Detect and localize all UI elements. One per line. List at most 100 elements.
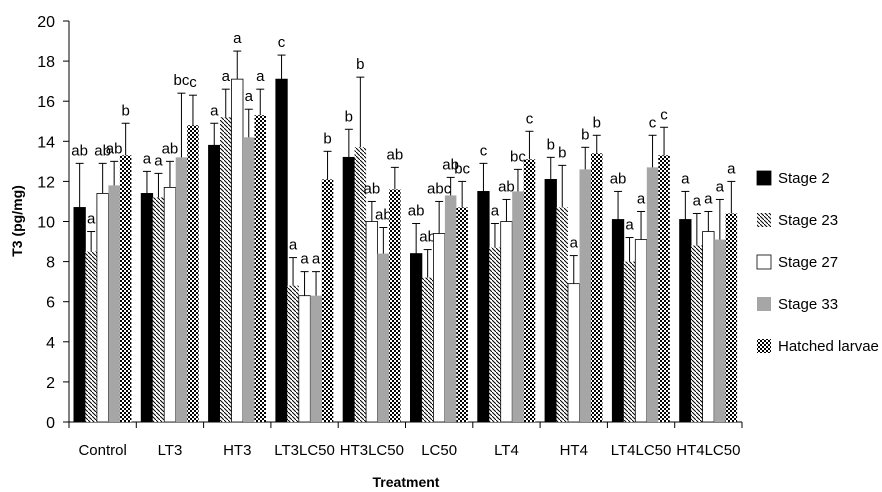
significance-label: b [356, 56, 364, 73]
significance-label: c [480, 142, 488, 159]
bar [702, 231, 715, 423]
y-tick-label: 2 [46, 375, 55, 392]
bar [119, 155, 132, 422]
bar [96, 193, 109, 423]
legend: Stage 2 Stage 23 Stage 27 Stage 33 Hatched l… [756, 170, 879, 355]
bar [108, 185, 120, 422]
significance-label: a [233, 30, 242, 47]
legend-label: Stage 33 [778, 296, 838, 313]
y-tick-label: 8 [46, 255, 55, 272]
bar [409, 253, 423, 423]
y-tick-label: 0 [46, 415, 55, 432]
significance-label: a [143, 150, 152, 167]
y-tick-label: 4 [46, 335, 55, 352]
significance-label: a [289, 237, 298, 254]
significance-label: ab [375, 207, 392, 224]
category-label: LC50 [421, 442, 457, 459]
bar [444, 195, 457, 422]
legend-item: Stage 2 [756, 170, 830, 187]
category-label: LT3LC50 [274, 442, 335, 459]
significance-label: c [278, 34, 286, 51]
legend-item: Hatched larvae [757, 338, 879, 355]
significance-label: a [727, 160, 736, 177]
bar [591, 153, 603, 422]
significance-label: a [300, 251, 309, 268]
significance-label: ab [498, 178, 515, 195]
significance-label: b [593, 114, 601, 131]
significance-label: c [526, 110, 534, 127]
y-tick-label: 16 [37, 94, 55, 111]
bar [275, 78, 288, 423]
significance-label: b [547, 136, 555, 153]
bar [500, 221, 513, 423]
bar [523, 159, 536, 422]
significance-label: a [681, 170, 690, 187]
category-label: Control [78, 442, 126, 459]
bar [567, 283, 580, 423]
legend-swatch [756, 254, 772, 270]
significance-label: ab [408, 203, 425, 220]
bar [220, 117, 232, 423]
category-label: HT4LC50 [676, 442, 740, 459]
bar [298, 295, 311, 423]
bar [714, 239, 726, 422]
bar [321, 179, 334, 422]
significance-label: a [87, 211, 96, 228]
bar [658, 155, 670, 422]
bar [477, 191, 490, 423]
bar [310, 295, 322, 422]
significance-label: a [704, 190, 713, 207]
significance-label: ab [94, 142, 111, 159]
legend-swatch [756, 170, 772, 186]
legend-label: Stage 27 [778, 254, 838, 271]
significance-label: a [693, 192, 702, 209]
bar [73, 207, 86, 423]
significance-label: b [581, 126, 589, 143]
significance-label: ab [364, 180, 381, 197]
bar [85, 251, 97, 422]
significance-label: a [716, 178, 725, 195]
significance-label: bc [174, 72, 190, 89]
significance-label: ab [610, 170, 627, 187]
significance-label: b [345, 108, 353, 125]
bar [287, 285, 299, 422]
significance-label: a [491, 203, 500, 220]
significance-label: ab [71, 142, 88, 159]
category-label: HT4 [560, 442, 588, 459]
significance-label: a [570, 235, 579, 252]
legend-label: Hatched larvae [778, 338, 879, 355]
y-tick-label: 12 [37, 174, 55, 191]
significance-label: a [625, 217, 634, 234]
significance-label: a [245, 88, 254, 105]
significance-label: bc [454, 160, 470, 177]
significance-label: a [210, 102, 219, 119]
bar [163, 187, 177, 423]
legend-item: Stage 27 [756, 254, 838, 271]
category-label: LT3 [158, 442, 183, 459]
y-tick-label: 20 [37, 14, 55, 31]
plot-area: 0 2 4 6 8 10 12 14 16 18 20 Control LT3 HT3 LT3LC50 HT… [37, 14, 743, 459]
y-axis-ticks: 0 2 4 6 8 10 12 14 16 18 20 [37, 14, 69, 432]
bar [175, 157, 188, 422]
significance-label: a [312, 251, 321, 268]
y-tick-label: 10 [37, 215, 55, 232]
bar [365, 221, 379, 423]
bar [646, 167, 659, 422]
significance-label: c [189, 74, 197, 91]
significance-label: a [637, 190, 646, 207]
bar [243, 137, 255, 423]
significance-label: ab [106, 140, 123, 157]
significance-label: a [222, 68, 231, 85]
significance-label: ab [442, 156, 459, 173]
bar [342, 156, 356, 423]
bar [354, 147, 367, 422]
significance-label: abc [427, 180, 452, 197]
legend-item: Stage 33 [757, 296, 838, 313]
legend-swatch [757, 213, 771, 227]
